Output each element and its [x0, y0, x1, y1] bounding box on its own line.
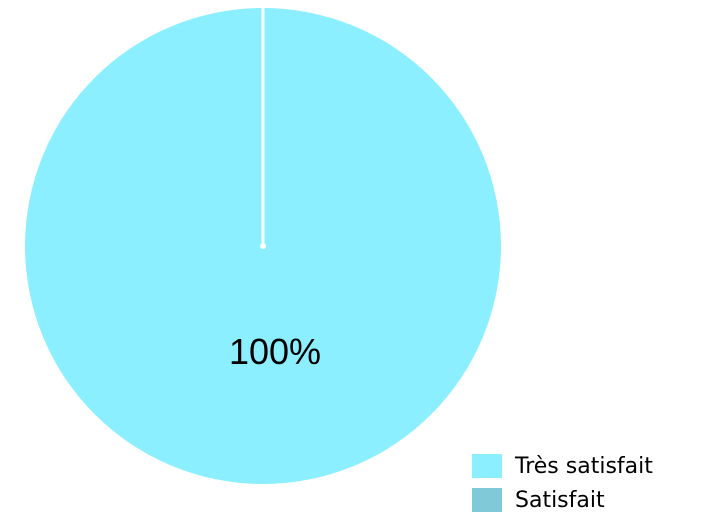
- legend-swatch-tres-satisfait: [472, 454, 502, 478]
- pie-slice-satisfait-center-dot: [260, 243, 266, 249]
- pie-slice-tres-satisfait-value-label: 100%: [229, 331, 321, 372]
- chart-legend: Très satisfait Satisfait: [472, 449, 702, 517]
- legend-label-tres-satisfait: Très satisfait: [515, 453, 653, 479]
- legend-label-satisfait: Satisfait: [515, 487, 605, 513]
- legend-item-satisfait: Satisfait: [472, 483, 702, 517]
- legend-item-tres-satisfait: Très satisfait: [472, 449, 702, 483]
- pie-slices: [25, 8, 501, 484]
- pie-value-labels: 100%: [229, 331, 321, 372]
- legend-swatch-satisfait: [472, 488, 502, 512]
